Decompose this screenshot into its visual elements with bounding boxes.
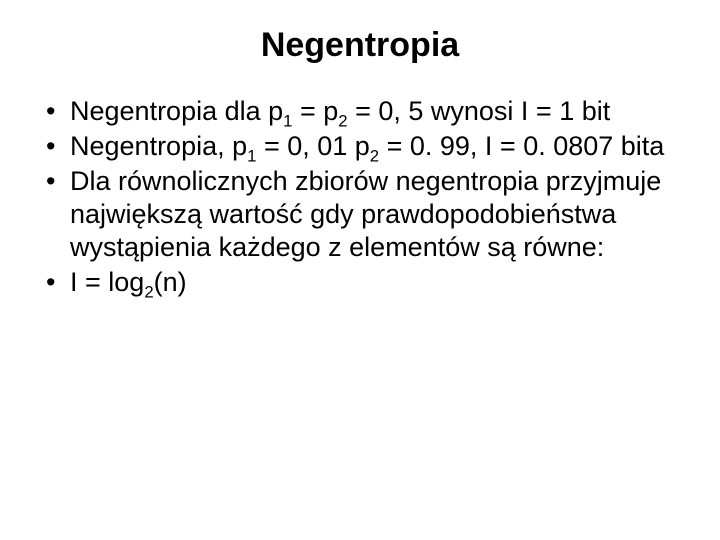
bullet-item: Negentropia dla p1 = p2 = 0, 5 wynosi I … — [44, 95, 680, 128]
bullet-item: Dla równolicznych zbiorów negentropia pr… — [44, 165, 680, 264]
bullet-list: Negentropia dla p1 = p2 = 0, 5 wynosi I … — [44, 95, 680, 299]
slide-title: Negentropia — [40, 26, 680, 65]
slide: Negentropia Negentropia dla p1 = p2 = 0,… — [0, 0, 720, 540]
bullet-item: I = log2(n) — [44, 266, 680, 299]
bullet-item: Negentropia, p1 = 0, 01 p2 = 0. 99, I = … — [44, 130, 680, 163]
